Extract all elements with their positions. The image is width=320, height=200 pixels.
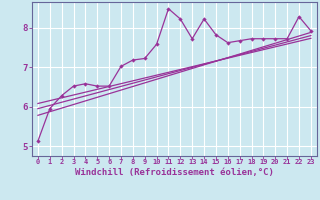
X-axis label: Windchill (Refroidissement éolien,°C): Windchill (Refroidissement éolien,°C) — [75, 168, 274, 177]
